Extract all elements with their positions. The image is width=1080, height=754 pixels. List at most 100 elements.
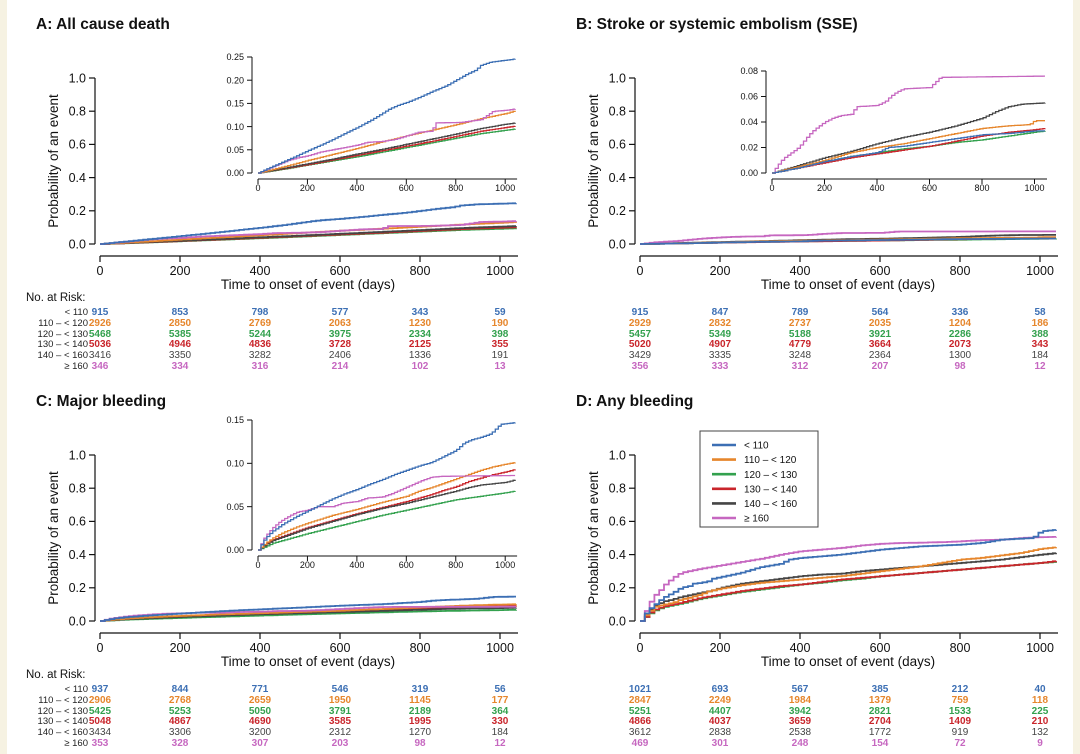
inset-y-tick-label: 0.15 (226, 99, 244, 109)
legend-label-3: 130 – < 140 (744, 484, 798, 495)
risk-value: 4779 (788, 339, 812, 351)
risk-value: 3350 (168, 350, 192, 362)
risk-value: 3429 (628, 350, 652, 362)
risk-value: 5251 (628, 705, 652, 717)
legend-label-4: 140 – < 160 (744, 499, 798, 510)
risk-value: 248 (791, 738, 809, 749)
risk-value: 301 (711, 738, 729, 749)
risk-value: 12 (494, 738, 506, 749)
risk-row-≥ 160: 469 301 248 154 72 9 (540, 738, 1080, 749)
risk-value: 3664 (868, 339, 892, 351)
risk-value: 5253 (168, 705, 192, 717)
risk-row-140 – < 160: 140 – < 160 3416 3350 3282 2406 1336 191 (0, 350, 540, 361)
risk-row-110 – < 120: 110 – < 120 2906 2768 2659 1950 1145 177 (0, 695, 540, 706)
y-tick-label: 0.0 (609, 614, 626, 628)
y-axis-label: Probability of an event (46, 94, 61, 228)
risk-value: 3416 (88, 350, 112, 362)
risk-table-header: No. at Risk: (26, 669, 86, 681)
inset-x-tick-label: 600 (399, 560, 414, 570)
risk-value: 203 (331, 738, 349, 749)
risk-value: 5050 (248, 705, 272, 717)
risk-value: 307 (251, 738, 269, 749)
risk-value: 4946 (168, 339, 192, 351)
risk-value: 1409 (948, 716, 972, 728)
panel-B-title: B: Stroke or systemic embolism (SSE) (576, 16, 858, 33)
risk-value: 2906 (88, 694, 112, 706)
risk-value: 2334 (408, 328, 432, 340)
panel-A-title: A: All cause death (36, 16, 170, 33)
risk-value: 207 (871, 361, 889, 372)
risk-row-label: 140 – < 160 (37, 727, 88, 739)
x-tick-label: 400 (790, 264, 811, 278)
risk-row-label: 110 – < 120 (38, 694, 88, 706)
risk-value: 2249 (708, 694, 732, 706)
risk-value: 388 (1031, 328, 1049, 340)
risk-value: 334 (171, 361, 189, 372)
risk-value: 853 (171, 307, 189, 318)
legend-label-2: 120 – < 130 (744, 470, 798, 481)
risk-value: 214 (331, 361, 349, 372)
risk-row-110 – < 120: 110 – < 120 2926 2850 2769 2063 1230 190 (0, 318, 540, 329)
risk-row-< 110: 1021 693 567 385 212 40 (540, 684, 1080, 695)
inset-series-line-C-5 (258, 474, 516, 551)
risk-value: 355 (491, 339, 509, 351)
risk-value: 132 (1031, 727, 1049, 739)
legend-box (699, 430, 819, 528)
risk-value: 336 (951, 307, 969, 318)
risk-row-label: ≥ 160 (64, 361, 88, 372)
risk-row-label: 120 – < 130 (37, 705, 88, 717)
risk-value: 177 (491, 694, 509, 706)
risk-value: 1300 (948, 350, 972, 362)
risk-row-140 – < 160: 3429 3335 3248 2364 1300 184 (540, 350, 1080, 361)
y-tick-label: 0.4 (609, 171, 626, 185)
y-tick-label: 1.0 (69, 71, 86, 85)
panel-C-title: C: Major bleeding (36, 393, 167, 410)
risk-row-< 110: < 110 915 853 798 577 343 59 (0, 307, 540, 318)
risk-row-label: 120 – < 130 (37, 328, 88, 340)
risk-value: 1533 (948, 705, 972, 717)
y-tick-label: 1.0 (609, 448, 626, 462)
x-tick-label: 200 (710, 264, 731, 278)
legend-label-5: ≥ 160 (744, 514, 769, 525)
risk-value: 3942 (788, 705, 812, 717)
risk-row-label: < 110 (64, 307, 88, 318)
risk-value: 5425 (88, 705, 112, 717)
risk-value: 5020 (628, 339, 652, 351)
x-tick-label: 800 (950, 641, 971, 655)
inset-y-tick-label: 0.02 (740, 143, 758, 153)
risk-value: 3282 (248, 350, 272, 362)
chart-D: 0.0 0.2 0.4 0.6 0.8 1.0 0 200 400 600 800 1000 Time … (586, 430, 1058, 669)
inset-x-tick-label: 1000 (1024, 183, 1044, 193)
risk-row-≥ 160: ≥ 160 353 328 307 203 98 12 (0, 738, 540, 749)
y-axis-label: Probability of an event (586, 471, 601, 605)
x-tick-label: 1000 (1026, 641, 1054, 655)
inset-x-tick-label: 0 (255, 183, 260, 193)
panel-A: A: All cause death 0.0 0.2 0.4 0.6 0.8 1.0 0 200… (0, 0, 540, 377)
risk-value: 3434 (88, 727, 112, 739)
y-tick-label: 1.0 (609, 71, 626, 85)
risk-value: 546 (331, 684, 349, 695)
risk-value: 2538 (788, 727, 812, 739)
y-tick-label: 0.2 (609, 204, 626, 218)
series-line-D-3 (640, 560, 1057, 622)
risk-value: 385 (871, 684, 889, 695)
risk-value: 2847 (628, 694, 652, 706)
inset-series-line-B-5 (772, 75, 1045, 174)
x-axis-label: Time to onset of event (days) (761, 654, 935, 669)
risk-value: 1772 (868, 727, 892, 739)
inset-y-tick-label: 0.05 (226, 145, 244, 155)
inset-x-tick-label: 800 (448, 183, 463, 193)
risk-table-header: No. at Risk: (26, 292, 86, 304)
inset-y-tick-label: 0.10 (226, 459, 244, 469)
series-line-D-0 (640, 529, 1057, 622)
inset-x-tick-label: 0 (255, 560, 260, 570)
risk-value: 346 (91, 361, 109, 372)
risk-value: 1950 (328, 694, 352, 706)
risk-row-130 – < 140: 4866 4037 3659 2704 1409 210 (540, 716, 1080, 727)
inset-x-tick-label: 600 (922, 183, 937, 193)
risk-value: 5048 (88, 716, 112, 728)
y-tick-label: 0.8 (69, 105, 86, 119)
inset-series-line-B-3 (772, 127, 1046, 174)
risk-value: 2838 (708, 727, 732, 739)
